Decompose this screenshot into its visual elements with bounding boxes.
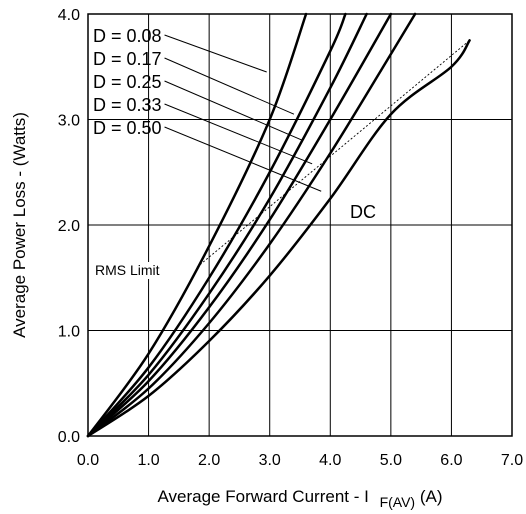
y-axis-ticks: 0.0 1.0 2.0 3.0 4.0 — [58, 7, 80, 446]
x-axis-title: Average Forward Current - I F(AV) (A) — [158, 487, 443, 511]
duty-cycle-label: D = 0.17 — [93, 49, 162, 69]
y-tick-label: 2.0 — [58, 218, 80, 235]
series-curve-dc — [86, 39, 471, 438]
x-tick-label: 0.0 — [77, 452, 99, 469]
x-axis-ticks: 0.0 1.0 2.0 3.0 4.0 5.0 6.0 7.0 — [77, 452, 523, 469]
duty-cycle-leader-line — [164, 103, 313, 165]
duty-cycle-leader-line — [164, 80, 304, 142]
rms-limit-line — [196, 40, 470, 268]
rms-limit-label-bg — [93, 262, 185, 279]
x-tick-label: 7.0 — [501, 452, 523, 469]
curves — [86, 12, 471, 438]
grid — [88, 14, 512, 436]
y-tick-label: 4.0 — [58, 7, 80, 24]
y-tick-label: 1.0 — [58, 324, 80, 341]
series-curve-d-0-33 — [86, 12, 393, 438]
y-tick-label: 3.0 — [58, 113, 80, 130]
x-tick-label: 4.0 — [319, 452, 341, 469]
curve-labels: D = 0.08 D = 0.17 D = 0.25 D = 0.33 D = 0.50… — [93, 26, 376, 279]
duty-cycle-leader-line — [164, 34, 267, 73]
series-curve-d-0-08 — [86, 12, 308, 438]
duty-cycle-leader-line — [164, 57, 295, 115]
duty-cycle-label: D = 0.50 — [93, 118, 162, 138]
x-tick-label: 3.0 — [259, 452, 281, 469]
y-axis-title: Average Power Loss - (Watts) — [10, 112, 29, 338]
y-tick-label: 0.0 — [58, 429, 80, 446]
x-tick-label: 2.0 — [198, 452, 220, 469]
x-tick-label: 5.0 — [380, 452, 402, 469]
plot-frame — [87, 13, 513, 437]
series-curve-d-0-25 — [86, 12, 368, 438]
dc-label: DC — [350, 202, 376, 222]
rms-limit-label: RMS Limit — [95, 262, 160, 278]
series-curve-d-0-50 — [86, 12, 417, 438]
duty-cycle-label: D = 0.08 — [93, 26, 162, 46]
duty-cycle-label: D = 0.25 — [93, 72, 162, 92]
duty-cycle-leader-line — [164, 126, 322, 192]
label-leaders — [164, 34, 322, 192]
series-curve-d-0-17 — [86, 12, 347, 438]
x-tick-label: 1.0 — [137, 452, 159, 469]
duty-cycle-label: D = 0.33 — [93, 95, 162, 115]
x-tick-label: 6.0 — [440, 452, 462, 469]
